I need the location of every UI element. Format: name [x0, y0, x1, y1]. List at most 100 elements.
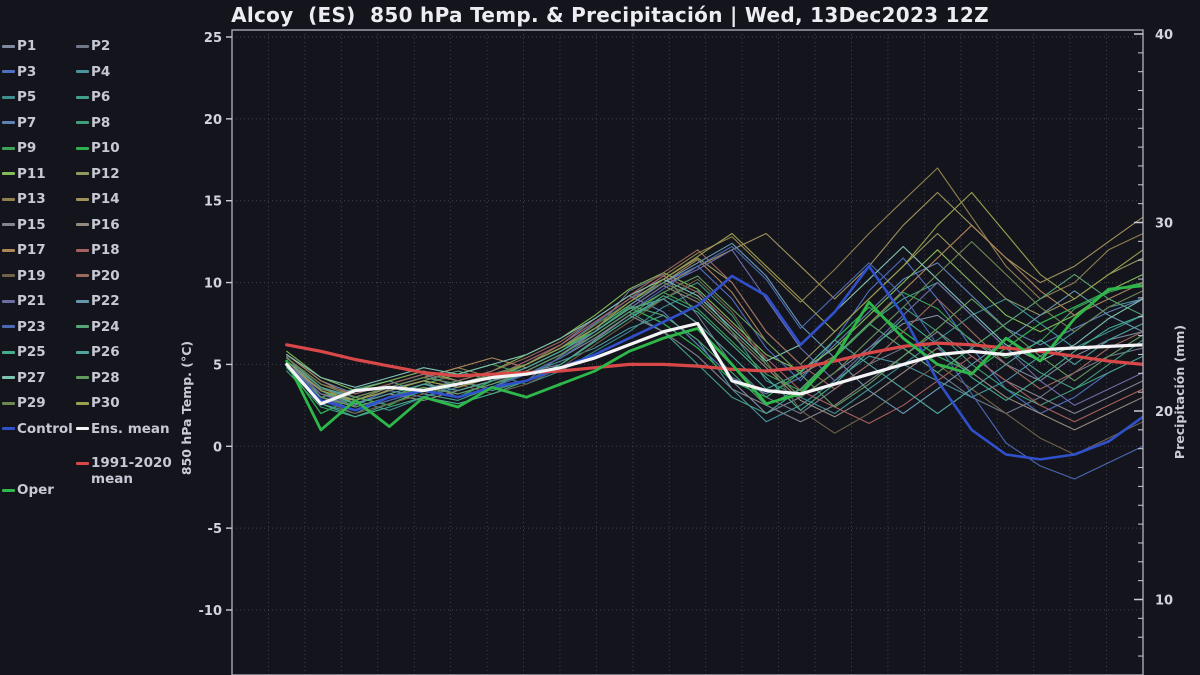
- legend-item-label: P6: [91, 89, 111, 105]
- left-tick-label: 20: [204, 113, 222, 128]
- legend-item-p25: P25: [2, 344, 46, 360]
- legend-swatch: [76, 427, 89, 430]
- legend-item-label: P10: [91, 140, 120, 156]
- legend-item-label: P2: [91, 38, 111, 54]
- legend-swatch: [2, 350, 15, 354]
- legend-swatch: [2, 488, 15, 492]
- legend-item-label: P15: [17, 216, 46, 233]
- legend-item-p22: P22: [76, 293, 120, 309]
- series-p27: [286, 245, 1143, 388]
- legend-swatch: [76, 274, 89, 277]
- legend-item-label: P5: [17, 89, 37, 105]
- legend-swatch: [2, 121, 15, 124]
- legend-item-label: P17: [17, 242, 46, 258]
- legend-item-label: Ens. mean: [91, 420, 170, 437]
- left-axis-title: 850 hPa Temp. (°C): [179, 341, 194, 475]
- legend-swatch: [2, 223, 15, 226]
- legend-item-label: P25: [17, 344, 46, 360]
- legend-item-label: P4: [91, 63, 111, 80]
- legend-swatch: [2, 299, 15, 303]
- plot-frame: [231, 29, 1144, 675]
- legend-item-p20: P20: [76, 268, 120, 284]
- legend-swatch: [76, 376, 89, 379]
- right-tick-label: 20: [1155, 405, 1173, 420]
- legend-item-label: P12: [91, 165, 120, 182]
- legend-item-p6: P6: [76, 89, 110, 105]
- legend-item-p8: P8: [76, 115, 110, 131]
- legend-swatch: [76, 462, 89, 465]
- legend-swatch: [76, 325, 89, 328]
- legend-item-p3: P3: [2, 64, 36, 80]
- legend-item-label: P16: [91, 216, 120, 233]
- legend-item-p30: P30: [76, 395, 120, 411]
- legend-item-1991-2020-mean: 1991-2020 mean: [76, 455, 182, 487]
- legend-item-label: P14: [91, 191, 120, 207]
- legend-item-label: P26: [91, 344, 120, 360]
- right-axis-title: Precipitación (mm): [1172, 325, 1187, 459]
- legend-item-p26: P26: [76, 344, 120, 360]
- legend-item-p10: P10: [76, 140, 120, 156]
- left-tick-label: 25: [204, 31, 222, 46]
- legend-swatch: [2, 70, 15, 73]
- legend-swatch: [2, 325, 15, 328]
- legend-item-p9: P9: [2, 140, 36, 156]
- series-oper: [285, 284, 1143, 432]
- legend-swatch: [2, 95, 15, 99]
- left-tick-label: 15: [204, 195, 222, 210]
- legend-item-label: P7: [17, 114, 37, 131]
- legend-item-label: P8: [91, 114, 111, 131]
- legend-item-control: Control: [2, 421, 73, 437]
- right-tick-label: 10: [1155, 594, 1173, 609]
- legend-item-label: P30: [91, 395, 120, 411]
- legend-item-label: P20: [91, 267, 120, 284]
- legend-item-label: P21: [17, 293, 46, 309]
- legend-item-p2: P2: [76, 38, 110, 54]
- series-p17: [286, 224, 1143, 398]
- legend-item-p21: P21: [2, 293, 46, 309]
- legend-swatch: [76, 299, 89, 303]
- legend-item-p27: P27: [2, 370, 46, 386]
- legend-item-p29: P29: [2, 395, 46, 411]
- series-control: [285, 264, 1143, 461]
- series-p30: [286, 191, 1143, 401]
- legend-swatch: [2, 248, 15, 252]
- series-1991-2020-mean: [285, 341, 1143, 378]
- legend-item-p4: P4: [76, 64, 110, 80]
- legend-item-p18: P18: [76, 242, 120, 258]
- series-p23: [286, 245, 1143, 480]
- legend-swatch: [76, 172, 89, 175]
- legend-item-p24: P24: [76, 319, 120, 335]
- legend-item-ens-mean: Ens. mean: [76, 421, 170, 437]
- legend-item-p5: P5: [2, 89, 36, 105]
- legend-item-label: P3: [17, 63, 37, 80]
- legend-swatch: [2, 172, 15, 175]
- legend-swatch: [76, 44, 89, 48]
- legend-swatch: [2, 427, 15, 430]
- legend-swatch: [2, 146, 15, 150]
- right-tick-label: 40: [1155, 28, 1173, 43]
- legend-item-p13: P13: [2, 191, 46, 207]
- series-ens-mean: [285, 321, 1143, 406]
- legend-item-p17: P17: [2, 242, 46, 258]
- legend-swatch: [76, 197, 89, 201]
- legend-swatch: [2, 197, 15, 201]
- legend-item-p23: P23: [2, 319, 46, 335]
- legend: P1 P2 P3 P4 P5 P6 P7 P8 P9 P10 P11 P12 P13 P14 P15 P16 P…: [0, 0, 195, 675]
- legend-item-label: P11: [17, 165, 46, 182]
- legend-swatch: [76, 121, 89, 124]
- legend-swatch: [76, 223, 89, 226]
- legend-swatch: [76, 146, 89, 150]
- legend-item-p16: P16: [76, 217, 120, 233]
- legend-item-p15: P15: [2, 217, 46, 233]
- legend-item-p11: P11: [2, 166, 46, 182]
- legend-item-label: Control: [17, 420, 73, 437]
- right-tick-label: 30: [1155, 217, 1173, 232]
- left-tick-label: 0: [213, 440, 222, 455]
- legend-item-label: P28: [91, 369, 120, 386]
- legend-item-label: P22: [91, 293, 120, 309]
- legend-swatch: [76, 95, 89, 99]
- legend-item-p14: P14: [76, 191, 120, 207]
- legend-swatch: [2, 401, 15, 405]
- legend-item-label: P9: [17, 140, 37, 156]
